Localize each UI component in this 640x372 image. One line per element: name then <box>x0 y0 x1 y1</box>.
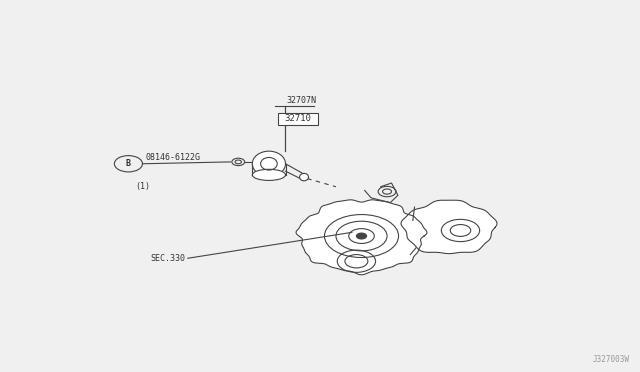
Text: (1): (1) <box>135 182 150 190</box>
Text: 08146-6122G: 08146-6122G <box>145 153 200 162</box>
Text: J327003W: J327003W <box>593 355 630 364</box>
Polygon shape <box>401 200 497 254</box>
Ellipse shape <box>252 151 285 176</box>
Ellipse shape <box>300 173 308 181</box>
Ellipse shape <box>252 169 285 180</box>
Text: SEC.330: SEC.330 <box>151 254 186 263</box>
Text: B: B <box>126 159 131 168</box>
Circle shape <box>356 233 367 239</box>
Text: 32710: 32710 <box>285 114 312 123</box>
FancyBboxPatch shape <box>278 113 318 125</box>
Polygon shape <box>296 200 427 275</box>
Text: 32707N: 32707N <box>287 96 317 105</box>
